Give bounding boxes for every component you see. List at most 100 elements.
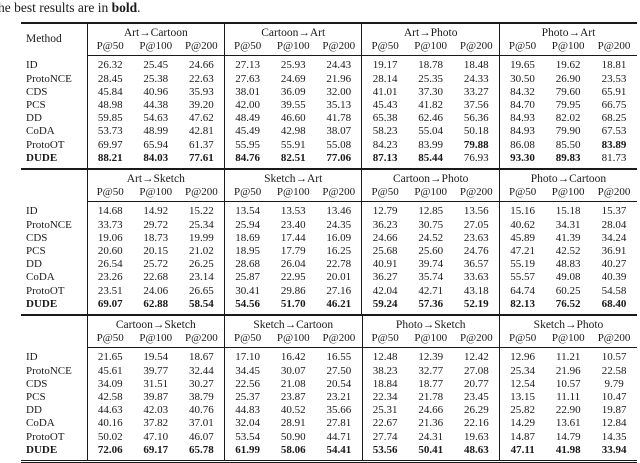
value-cell: 52.19	[463, 297, 489, 310]
value-cell: 20.01	[326, 271, 352, 284]
value-cell: 12.84	[601, 417, 627, 430]
value-cell: 20.60	[86, 245, 133, 259]
domain-pair-header: Photo→Art	[498, 23, 637, 41]
value-cell: 79.60	[555, 85, 581, 98]
value-cell: 38.01	[223, 85, 271, 100]
value-cell: 41.98	[555, 443, 581, 456]
value-cell: 48.98	[86, 99, 133, 113]
caption-suffix: .	[137, 0, 141, 15]
value-cell: 25.34	[188, 218, 214, 231]
value-cell: 36.23	[361, 218, 408, 232]
value-cell: 50.02	[86, 430, 133, 444]
metric-header: P@100	[270, 332, 317, 349]
method-cell: ProtoOT	[26, 284, 65, 297]
metric-header: P@200	[178, 40, 225, 57]
value-cell: 85.44	[418, 151, 444, 164]
value-cell: 55.95	[223, 138, 271, 152]
value-cell: 43.18	[463, 284, 489, 297]
value-cell: 84.03	[143, 151, 169, 164]
value-cell: 34.24	[601, 231, 627, 244]
value-cell: 47.10	[143, 430, 169, 443]
value-cell: 55.08	[326, 138, 352, 151]
value-cell: 16.25	[326, 245, 352, 258]
metric-header: P@50	[498, 40, 546, 57]
value-cell: 76.93	[463, 151, 489, 164]
method-cell: CDS	[26, 377, 48, 390]
value-cell: 30.75	[418, 218, 444, 231]
method-cell: CoDA	[26, 125, 55, 138]
value-cell: 25.38	[143, 72, 169, 85]
value-cell: 24.06	[143, 284, 169, 297]
value-cell: 22.16	[463, 417, 489, 430]
value-cell: 42.03	[143, 404, 169, 417]
domain-pair-header: Sketch→Photo	[498, 315, 637, 333]
value-cell: 65.94	[143, 138, 169, 151]
value-cell: 93.30	[498, 151, 546, 169]
value-cell: 60.25	[555, 284, 581, 297]
value-cell: 84.32	[498, 85, 546, 100]
value-cell: 17.79	[280, 245, 306, 258]
value-cell: 77.06	[326, 151, 352, 164]
value-cell: 58.23	[361, 125, 408, 139]
value-cell: 28.04	[601, 218, 627, 231]
value-cell: 40.52	[280, 404, 306, 417]
table-row: DD 44.63 42.03 40.76 44.83 40.52 35.66 25.31 24.…	[21, 404, 637, 418]
value-cell: 79.95	[555, 99, 581, 112]
domain-pair-header: Art→Photo	[361, 23, 500, 41]
value-cell: 14.35	[601, 430, 627, 443]
method-cell: PCS	[26, 245, 46, 258]
value-cell: 79.88	[463, 138, 489, 151]
table-row: ProtoOT 23.51 24.06 26.65 30.41 29.86 27.16 42.…	[21, 284, 637, 298]
value-cell: 10.57	[601, 351, 627, 364]
method-cell: ID	[26, 59, 38, 72]
value-cell: 24.69	[280, 72, 306, 85]
value-cell: 26.90	[555, 72, 581, 85]
value-cell: 41.39	[555, 231, 581, 244]
value-cell: 42.98	[280, 125, 306, 138]
metric-header: P@50	[86, 186, 133, 203]
metric-header: P@200	[316, 332, 362, 349]
value-cell: 33.73	[86, 218, 133, 232]
value-cell: 38.79	[188, 391, 214, 404]
value-cell: 83.89	[601, 138, 627, 151]
metric-header: P@100	[132, 40, 179, 57]
caption-bold-word: bold	[111, 0, 138, 15]
metric-header-row: P@50 P@100 P@200 P@50 P@100 P@200 P@50 P@100 P@2…	[21, 40, 637, 57]
value-cell: 46.60	[280, 112, 306, 125]
value-cell: 35.93	[188, 85, 214, 98]
value-cell: 48.63	[463, 443, 489, 456]
method-cell: CDS	[26, 85, 48, 98]
value-cell: 29.86	[280, 284, 306, 297]
value-cell: 41.78	[326, 112, 352, 125]
value-cell: 69.97	[86, 138, 133, 152]
value-cell: 51.70	[280, 297, 306, 310]
table-row: PCS 48.98 44.38 39.20 42.00 39.55 35.13 45.43 41…	[21, 99, 637, 113]
results-table-section-3: Cartoon→Sketch Sketch→Cartoon Photo→Sketch…	[21, 314, 637, 463]
metric-header-row: P@50 P@100 P@200 P@50 P@100 P@200 P@50 P@100 P@2…	[21, 332, 637, 349]
table-row: DUDE 72.06 69.17 65.78 61.99 58.06 54.41 53.56 5…	[21, 443, 637, 462]
value-cell: 26.54	[86, 258, 133, 272]
value-cell: 84.93	[498, 125, 546, 139]
value-cell: 24.33	[463, 72, 489, 85]
value-cell: 18.73	[143, 231, 169, 244]
value-cell: 34.45	[224, 364, 271, 378]
group-header-row: Method Art→Cartoon Cartoon→Art Art→Photo Pho…	[21, 23, 637, 45]
table-row: DUDE 88.21 84.03 77.61 84.76 82.51 77.06 87.13 8…	[21, 151, 637, 169]
method-column-header	[21, 169, 87, 202]
metric-header: P@100	[407, 332, 454, 349]
value-cell: 25.31	[361, 404, 408, 418]
value-cell: 86.08	[498, 138, 546, 152]
value-cell: 22.67	[361, 417, 408, 431]
value-cell: 44.38	[143, 99, 169, 112]
value-cell: 27.08	[463, 364, 489, 377]
value-cell: 22.56	[224, 377, 271, 392]
value-cell: 54.63	[143, 112, 169, 125]
value-cell: 34.09	[86, 377, 133, 392]
value-cell: 72.06	[86, 443, 133, 462]
value-cell: 12.54	[498, 377, 546, 392]
value-cell: 15.18	[555, 205, 581, 218]
metric-header: P@200	[453, 186, 500, 203]
value-cell: 84.93	[498, 112, 546, 126]
metric-header: P@200	[316, 186, 362, 203]
metric-header: P@50	[86, 40, 133, 57]
